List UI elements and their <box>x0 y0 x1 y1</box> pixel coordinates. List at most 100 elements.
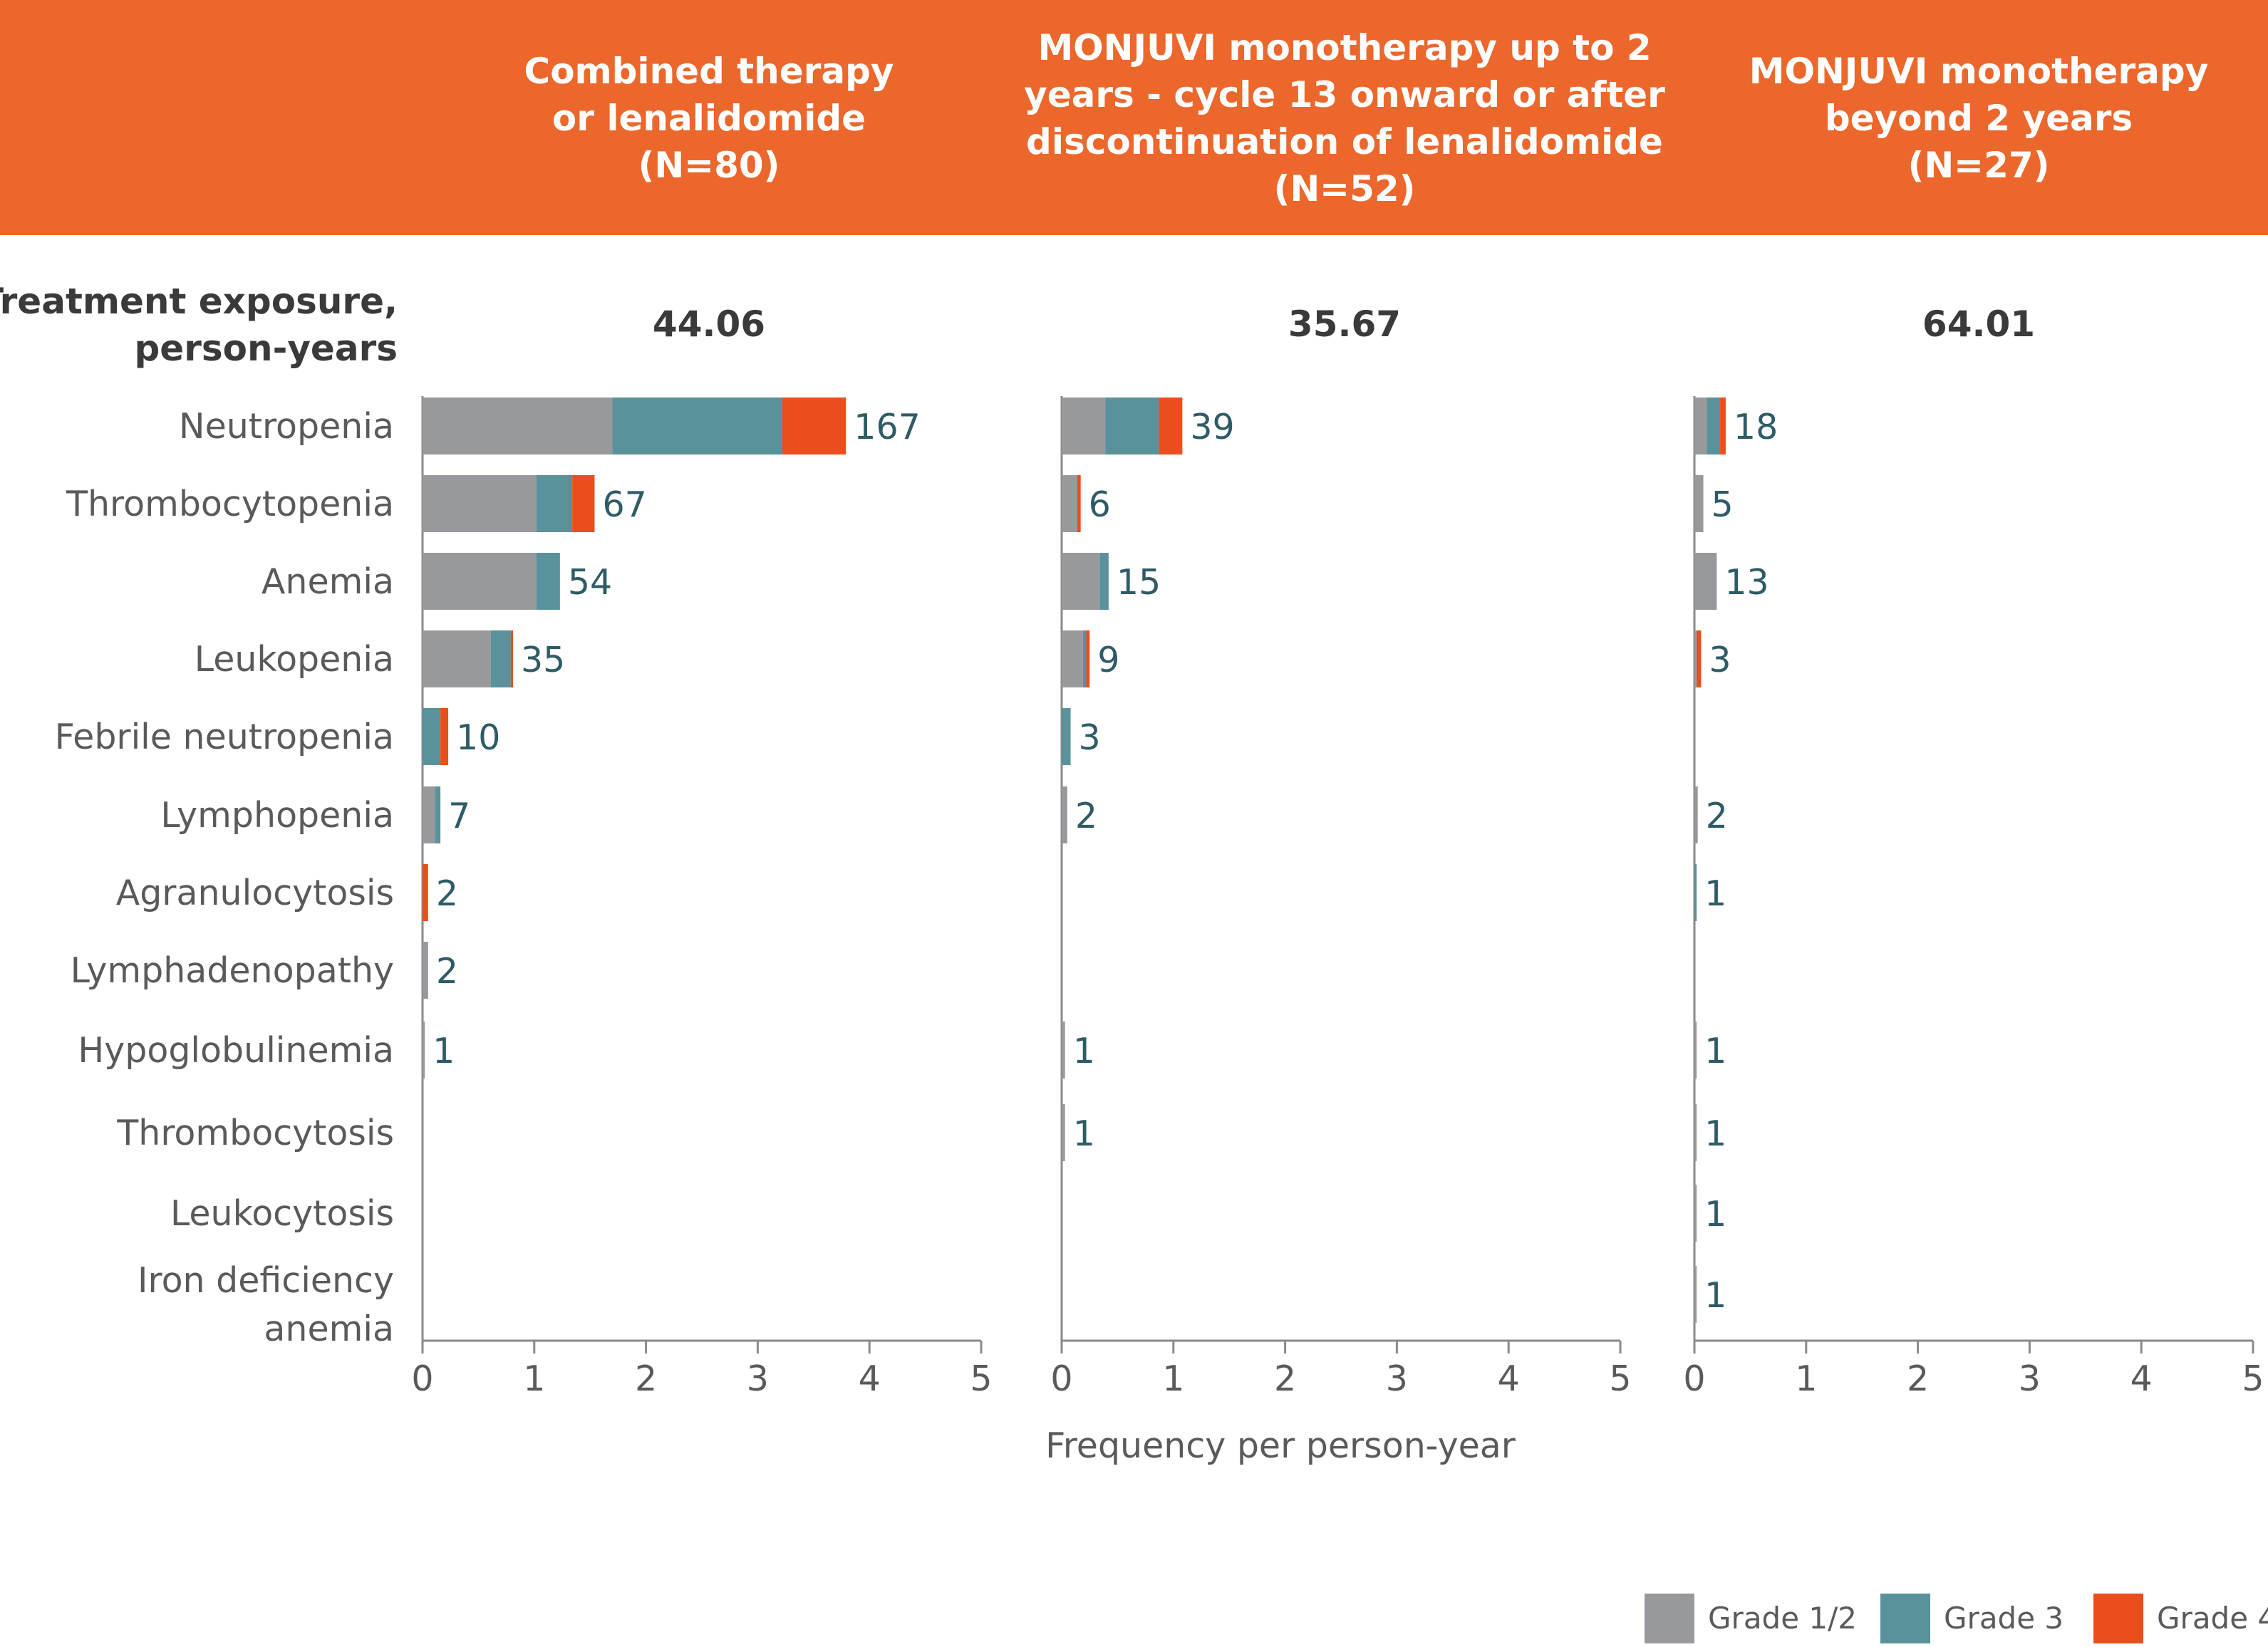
panel-header-2-line-4: (N=52) <box>1273 168 1415 209</box>
panel-1-bar-3-grade12 <box>423 553 537 610</box>
panel-3-value-label-9: 1 <box>1704 1031 1726 1071</box>
panel-2-bar-5-grade3 <box>1062 708 1071 765</box>
category-label-11: Leukocytosis <box>170 1193 394 1234</box>
panel-1-bar-5-grade4 <box>440 708 449 765</box>
panel-3-tick-label-2: 2 <box>1907 1358 1929 1399</box>
panel-1-tick-label-5: 5 <box>970 1358 992 1399</box>
panel-2-bar-6-grade12 <box>1062 786 1067 843</box>
panel-3-bar-1-grade4 <box>1720 398 1726 454</box>
panel-3-bar-6-grade12 <box>1694 786 1698 843</box>
panel-1-bar-3-grade3 <box>536 553 560 610</box>
panel-2-bar-1-grade4 <box>1159 398 1183 454</box>
panel-2-value-label-3: 15 <box>1117 562 1161 603</box>
panel-1-bar-6-grade12 <box>423 786 435 843</box>
category-label-3: Anemia <box>262 561 394 602</box>
category-label-2: Thrombocytopenia <box>66 484 394 524</box>
panel-1-bar-1-grade4 <box>782 398 846 454</box>
category-label-12-line-1: Iron deficiency <box>138 1260 394 1301</box>
panel-2-value-label-5: 3 <box>1079 717 1101 758</box>
x-axis-label: Frequency per person-year <box>1045 1425 1516 1466</box>
panel-3-bar-11-grade12 <box>1694 1185 1697 1242</box>
panel-1-tick-label-0: 0 <box>411 1358 433 1399</box>
panel-3-value-label-6: 2 <box>1706 796 1728 836</box>
panel-2-value-label-9: 1 <box>1073 1031 1095 1071</box>
panel-3-value-label-1: 18 <box>1734 407 1778 447</box>
panel-3-bar-10-grade12 <box>1694 1104 1697 1161</box>
panel-2-bar-1-grade3 <box>1105 398 1159 454</box>
panel-3-bar-4-grade12 <box>1694 630 1697 687</box>
panel-1-value-label-3: 54 <box>568 562 612 603</box>
panel-1-tick-label-1: 1 <box>523 1358 545 1399</box>
panel-2-tick-label-4: 4 <box>1498 1358 1520 1399</box>
exposure-label-line-1: Treatment exposure, <box>0 281 398 322</box>
panel-3-bar-1-grade12 <box>1694 398 1707 454</box>
panel-3-tick-label-1: 1 <box>1795 1358 1817 1399</box>
panel-header-2-line-1: MONJUVI monotherapy up to 2 <box>1037 27 1651 68</box>
panel-1-bar-1-grade3 <box>612 398 782 454</box>
legend-swatch-grade12 <box>1645 1594 1694 1643</box>
panel-3-bar-4-grade4 <box>1697 630 1702 687</box>
category-label-12-line-2: anemia <box>264 1309 394 1349</box>
panel-2-bar-9-grade12 <box>1062 1022 1065 1079</box>
panel-2-tick-label-1: 1 <box>1162 1358 1184 1399</box>
legend: Grade 1/2 Grade 3 Grade 4 <box>1645 1594 2268 1643</box>
panel-3-value-label-7: 1 <box>1704 873 1726 914</box>
panel-1-bar-1-grade12 <box>423 398 613 454</box>
panel-3-tick-label-0: 0 <box>1683 1358 1705 1399</box>
panel-3-value-label-4: 3 <box>1709 640 1731 680</box>
panel-1-bar-2-grade4 <box>572 475 595 532</box>
exposure-value-2: 35.67 <box>1288 303 1401 345</box>
panel-1-tick-label-4: 4 <box>859 1358 881 1399</box>
panel-header-3-line-1: MONJUVI monotherapy <box>1749 51 2209 92</box>
panel-2-value-label-4: 9 <box>1097 640 1119 680</box>
panel-3-tick-label-5: 5 <box>2242 1358 2264 1399</box>
panel-1-bar-8-grade12 <box>423 942 428 999</box>
category-label-9: Hypoglobulinemia <box>78 1030 394 1071</box>
panel-1-value-label-4: 35 <box>521 640 565 680</box>
panel-2-bar-1-grade12 <box>1062 398 1106 454</box>
panel-1-bar-4-grade3 <box>490 630 511 687</box>
panel-2-tick-label-5: 5 <box>1609 1358 1631 1399</box>
panel-2-value-label-10: 1 <box>1073 1113 1095 1154</box>
panel-2-value-label-1: 39 <box>1190 407 1234 447</box>
panel-3-tick-label-3: 3 <box>2019 1358 2041 1399</box>
panel-1-bar-9-grade12 <box>423 1022 425 1079</box>
panel-1-bar-5-grade3 <box>423 708 441 765</box>
panel-1-tick-label-3: 3 <box>747 1358 769 1399</box>
category-label-5: Febrile neutropenia <box>55 717 394 757</box>
panel-1-value-label-5: 10 <box>456 717 500 758</box>
panel-2-bar-4-grade12 <box>1062 630 1083 687</box>
panel-2: 0 1 2 3 4 5 39 615 9 3 2 1 1 <box>1050 396 1632 1399</box>
legend-label-grade4: Grade 4 <box>2157 1601 2268 1636</box>
panel-2-bar-10-grade12 <box>1062 1104 1065 1161</box>
panel-3-tick-label-4: 4 <box>2130 1358 2153 1399</box>
panel-1-bar-6-grade3 <box>435 786 441 843</box>
panel-3-bar-12-grade12 <box>1694 1266 1697 1323</box>
panel-3-value-label-2: 5 <box>1712 484 1734 525</box>
panel-2-bar-3-grade12 <box>1062 553 1100 610</box>
panel-2-tick-label-3: 3 <box>1386 1358 1408 1399</box>
panel-2-value-label-2: 6 <box>1089 484 1111 525</box>
category-label-1: Neutropenia <box>179 406 394 447</box>
panel-3-bar-9-grade12 <box>1694 1022 1697 1079</box>
panel-3-value-label-3: 13 <box>1724 562 1769 603</box>
panel-1-value-label-8: 2 <box>436 951 458 992</box>
legend-label-grade3: Grade 3 <box>1944 1601 2064 1636</box>
category-labels: Neutropenia Thrombocytopenia Anemia Leukope… <box>55 406 394 1349</box>
panel-1-bar-4-grade12 <box>423 630 491 687</box>
exposure-value-3: 64.01 <box>1922 303 2035 345</box>
category-label-7: Agranulocytosis <box>116 873 394 913</box>
panel-3-bar-1-grade3 <box>1707 398 1721 454</box>
panel-2-value-label-6: 2 <box>1075 796 1097 836</box>
panel-2-bar-3-grade3 <box>1099 553 1109 610</box>
panel-header-1-line-3: (N=80) <box>638 145 780 186</box>
category-label-6: Lymphopenia <box>160 795 394 836</box>
panel-2-tick-label-0: 0 <box>1050 1358 1072 1399</box>
panel-header-1-line-2: or lenalidomide <box>552 98 866 139</box>
treatment-exposure-row: Treatment exposure, person-years 44.06 35.6… <box>0 281 2035 369</box>
panel-1-value-label-1: 167 <box>854 407 921 447</box>
panel-header-1-line-1: Combined therapy <box>524 51 894 92</box>
